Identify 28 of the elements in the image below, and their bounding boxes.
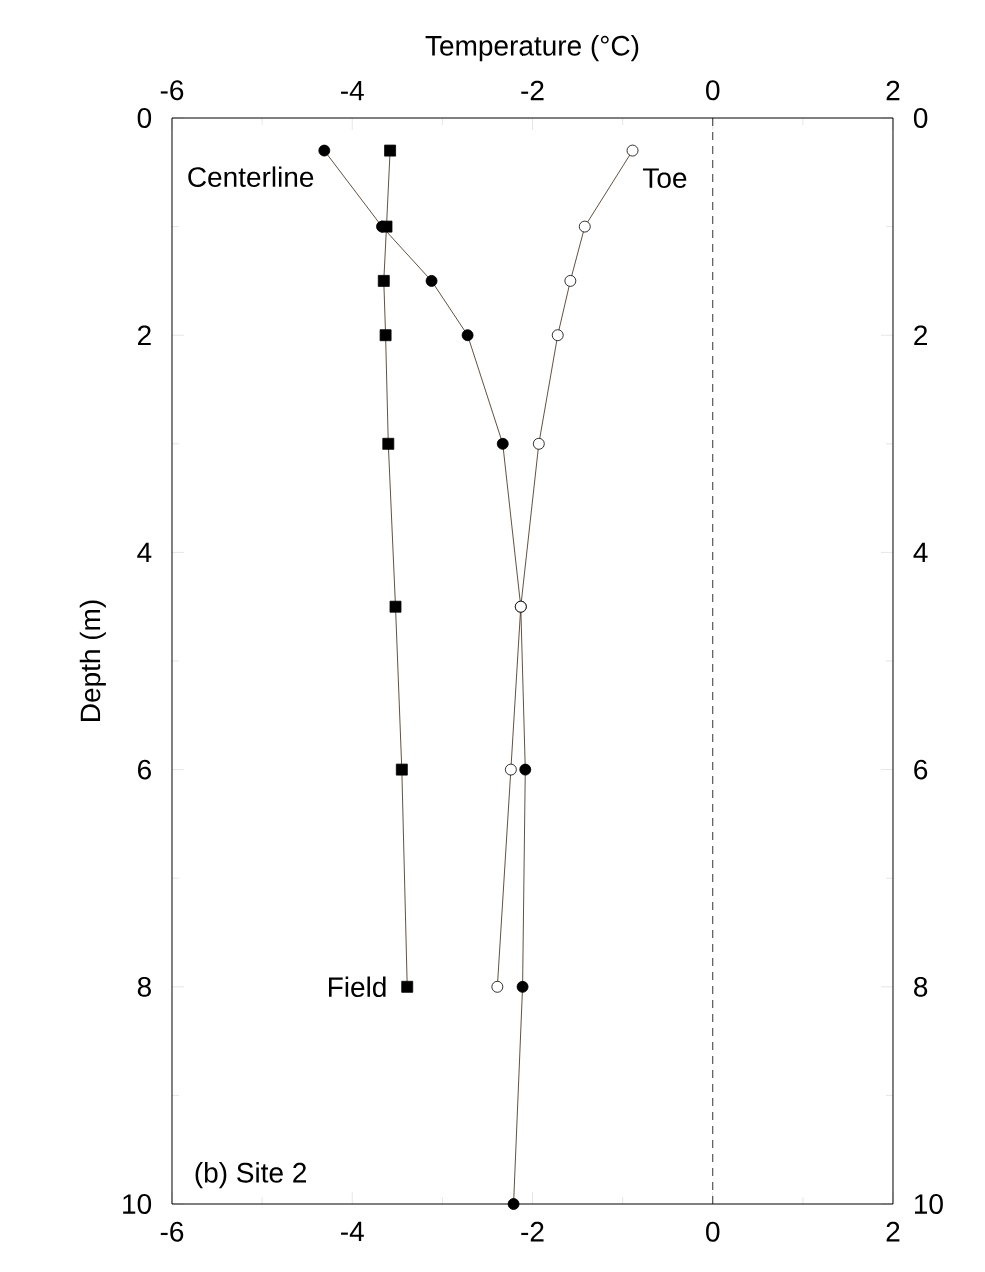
y2-tick-label: 0 — [913, 108, 928, 128]
y-tick-label: 4 — [137, 542, 152, 563]
x-tick-label: -2 — [521, 80, 544, 101]
y2-tick-label: 6 — [914, 759, 928, 780]
x2-axis-title: Temperature (°C) — [425, 35, 639, 62]
x2-tick-label: -6 — [160, 1221, 184, 1242]
y2-tick-label: 10 — [914, 1194, 943, 1214]
y2-tick-label: 4 — [913, 542, 928, 563]
x2-tick-label: -4 — [341, 1221, 364, 1242]
series-label: Toe — [642, 168, 687, 188]
y-tick-label: 2 — [138, 325, 151, 345]
x-tick-label: 0 — [706, 80, 720, 101]
y2-tick-label: 2 — [914, 325, 927, 345]
x-tick-label: 2 — [886, 80, 900, 101]
y-tick-label: 0 — [137, 108, 152, 128]
y-tick-label: 8 — [137, 976, 151, 997]
y-tick-label: 10 — [123, 1194, 152, 1214]
series-label: Centerline — [188, 166, 314, 187]
x2-tick-label: 2 — [886, 1221, 900, 1242]
x-tick-label: -6 — [160, 80, 184, 101]
x2-tick-label: -2 — [521, 1221, 544, 1242]
x2-tick-label: 0 — [706, 1221, 720, 1242]
y2-tick-label: 8 — [914, 976, 928, 997]
series-label: Field — [329, 976, 386, 998]
annotation: (b) Site 2 — [195, 1162, 306, 1189]
y-axis-title: Depth (m) — [79, 600, 106, 721]
x-tick-label: -4 — [341, 80, 364, 101]
y-tick-label: 6 — [138, 759, 151, 780]
